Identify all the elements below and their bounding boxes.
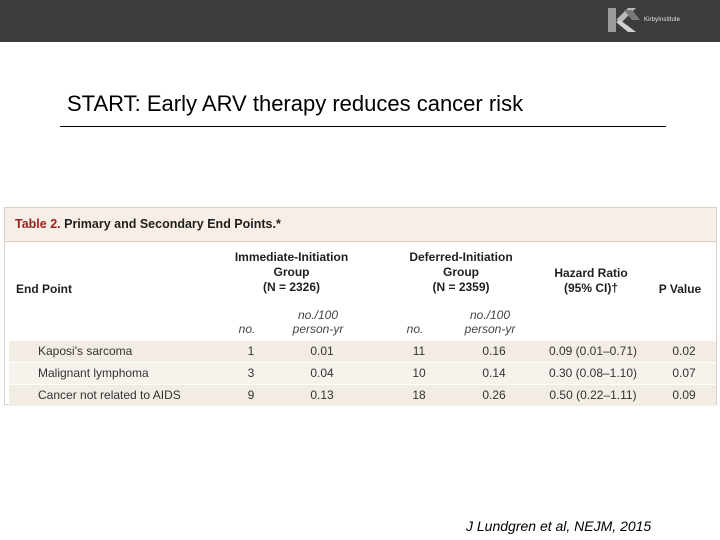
table-caption: Table 2. Primary and Secondary End Point… bbox=[15, 217, 281, 231]
kirby-logo-mark-icon bbox=[608, 8, 640, 32]
subheader-immediate-rate: no./100 person-yr bbox=[283, 308, 353, 336]
cell-deferred-no: 18 bbox=[412, 388, 426, 402]
citation: J Lundgren et al, NEJM, 2015 bbox=[466, 518, 652, 534]
slide-title: START: Early ARV therapy reduces cancer … bbox=[67, 91, 524, 116]
logo-text: KirbyInstitute bbox=[644, 17, 681, 23]
table-name: Primary and Secondary End Points.* bbox=[64, 217, 281, 231]
cell-end-point: Malignant lymphoma bbox=[38, 366, 149, 380]
header-hazard-line2: (95% CI)† bbox=[563, 281, 619, 295]
cell-immediate-no: 3 bbox=[247, 366, 255, 380]
header-deferred-line2: Group bbox=[443, 265, 479, 279]
cell-immediate-rate: 0.13 bbox=[310, 388, 334, 402]
results-table: Table 2. Primary and Secondary End Point… bbox=[4, 207, 717, 406]
table-caption-bar: Table 2. Primary and Secondary End Point… bbox=[5, 208, 716, 242]
header-deferred: Deferred-Initiation Group (N = 2359) bbox=[395, 250, 527, 295]
cell-deferred-rate: 0.14 bbox=[482, 366, 506, 380]
header-deferred-line1: Deferred-Initiation bbox=[409, 250, 513, 264]
subheader-deferred-rate-line1: no./100 bbox=[469, 308, 511, 322]
header-hazard-line1: Hazard Ratio bbox=[554, 266, 628, 280]
cell-p-value: 0.02 bbox=[672, 344, 696, 358]
header-immediate-line3: (N = 2326) bbox=[262, 280, 321, 294]
kirby-institute-logo: KirbyInstitute bbox=[606, 4, 698, 36]
cell-deferred-rate: 0.26 bbox=[482, 388, 506, 402]
cell-immediate-no: 9 bbox=[247, 388, 255, 402]
cell-hazard-ratio: 0.30 (0.08–1.10) bbox=[548, 366, 638, 380]
cell-deferred-no: 10 bbox=[412, 366, 426, 380]
title-underline bbox=[60, 126, 666, 127]
header-p-value: P Value bbox=[658, 282, 702, 296]
table-row: Malignant lymphoma 3 0.04 10 0.14 0.30 (… bbox=[9, 363, 716, 384]
header-immediate-line1: Immediate-Initiation bbox=[234, 250, 349, 264]
cell-deferred-no: 11 bbox=[412, 344, 426, 358]
subheader-deferred-rate: no./100 person-yr bbox=[455, 308, 525, 336]
table-number: Table 2. bbox=[15, 217, 61, 231]
subheader-immediate-no: no. bbox=[238, 322, 256, 336]
cell-p-value: 0.09 bbox=[672, 388, 696, 402]
subheader-immediate-rate-line2: person-yr bbox=[292, 322, 344, 336]
header-end-point: End Point bbox=[16, 282, 72, 296]
subheader-deferred-no: no. bbox=[406, 322, 424, 336]
cell-end-point: Kaposi's sarcoma bbox=[38, 344, 133, 358]
cell-immediate-rate: 0.04 bbox=[310, 366, 334, 380]
subheader-immediate-rate-line1: no./100 bbox=[297, 308, 339, 322]
cell-immediate-no: 1 bbox=[247, 344, 255, 358]
header-deferred-line3: (N = 2359) bbox=[432, 280, 490, 294]
cell-end-point: Cancer not related to AIDS bbox=[38, 388, 181, 402]
table-row: Kaposi's sarcoma 1 0.01 11 0.16 0.09 (0.… bbox=[9, 341, 716, 362]
cell-immediate-rate: 0.01 bbox=[310, 344, 334, 358]
cell-deferred-rate: 0.16 bbox=[482, 344, 506, 358]
header-immediate: Immediate-Initiation Group (N = 2326) bbox=[219, 250, 364, 295]
subheader-deferred-rate-line2: person-yr bbox=[464, 322, 516, 336]
table-row: Cancer not related to AIDS 9 0.13 18 0.2… bbox=[9, 385, 716, 406]
header-immediate-line2: Group bbox=[273, 265, 310, 279]
cell-p-value: 0.07 bbox=[672, 366, 696, 380]
header-hazard-ratio: Hazard Ratio (95% CI)† bbox=[537, 266, 645, 296]
top-bar: KirbyInstitute bbox=[0, 0, 720, 42]
cell-hazard-ratio: 0.50 (0.22–1.11) bbox=[549, 388, 637, 402]
cell-hazard-ratio: 0.09 (0.01–0.71) bbox=[548, 344, 638, 358]
